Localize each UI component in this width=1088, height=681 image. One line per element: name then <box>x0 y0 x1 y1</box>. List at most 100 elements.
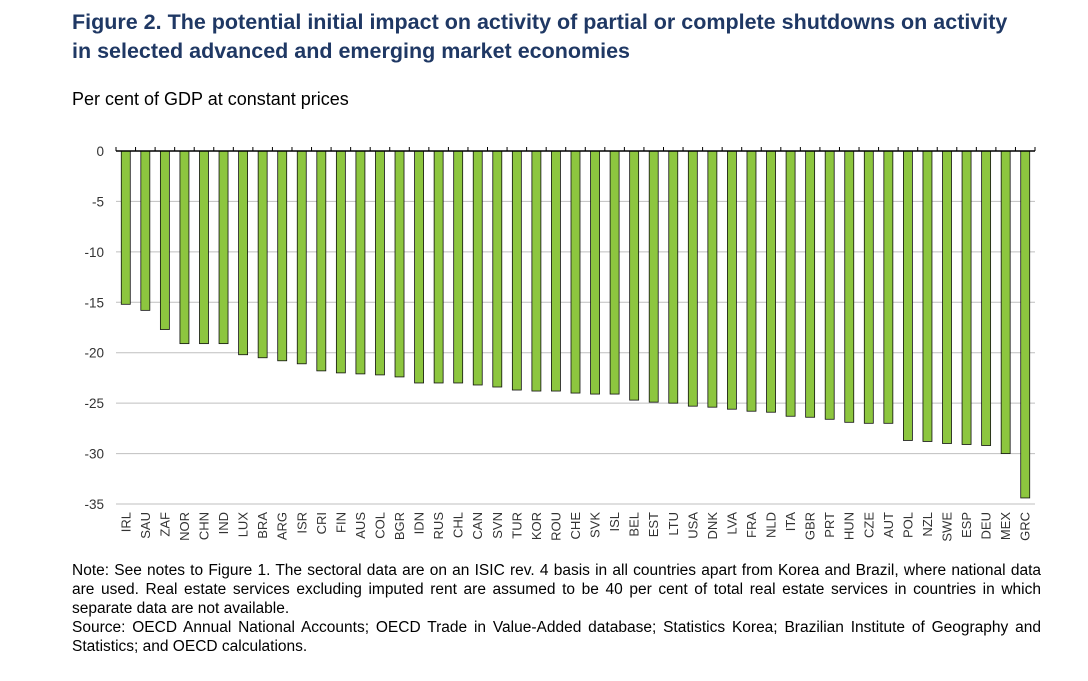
bar <box>355 150 366 375</box>
figure-title-line-2: in selected advanced and emerging market… <box>72 39 631 63</box>
bar <box>590 150 600 395</box>
bar <box>394 150 405 378</box>
bar-chart: 0 -5 -10 -15 -20 -25 -30 -35 IRL SAU ZAF NOR CHN IND… <box>84 144 1036 542</box>
x-tick-label: CHE <box>568 512 583 540</box>
x-tick-label: SVK <box>588 512 603 538</box>
y-tick-label: -5 <box>92 194 104 209</box>
bar <box>1020 150 1031 499</box>
bar <box>1000 150 1011 454</box>
bar <box>140 150 151 311</box>
x-tick-label: BRA <box>255 512 270 539</box>
x-tick-label: FRA <box>744 512 759 538</box>
bar <box>687 150 698 407</box>
x-tick-label: ISL <box>607 512 622 532</box>
bar <box>863 150 874 424</box>
x-tick-label: TUR <box>509 512 524 539</box>
x-tick-label: ISR <box>294 512 309 534</box>
notes: Note: See notes to Figure 1. The sectora… <box>72 561 1041 656</box>
x-tick-label: SAU <box>138 512 153 539</box>
x-tick-label: BGR <box>392 512 407 540</box>
bar <box>414 150 424 384</box>
source-text: Source: OECD Annual National Accounts; O… <box>72 619 1041 655</box>
bar <box>668 150 679 404</box>
y-tick-label: -30 <box>84 447 104 462</box>
y-tick-label: -35 <box>84 497 104 512</box>
x-tick-label: IRL <box>118 512 133 532</box>
axes <box>115 147 1036 152</box>
bar <box>375 150 385 376</box>
bar <box>961 150 972 445</box>
bar <box>296 150 307 365</box>
x-tick-label: MEX <box>998 512 1013 541</box>
chart-subtitle: Per cent of GDP at constant prices <box>72 89 349 109</box>
x-tick-label: ESP <box>959 512 974 538</box>
x-tick-label: LVA <box>724 512 739 535</box>
bar <box>942 150 952 444</box>
x-tick-label: GBR <box>803 512 818 540</box>
bar <box>903 150 913 441</box>
x-tick-label: LTU <box>666 512 681 536</box>
x-tick-label: PRT <box>822 512 837 538</box>
x-tick-labels: IRL SAU ZAF NOR CHN IND LUX BRA ARG ISR CRI FIN AUS C… <box>118 512 1032 542</box>
y-tick-label: -10 <box>84 245 104 260</box>
x-tick-label: DEU <box>979 512 994 539</box>
x-tick-label: EST <box>646 512 661 537</box>
bar <box>785 150 796 417</box>
x-tick-label: NZL <box>920 512 935 537</box>
x-tick-label: SVN <box>490 512 505 539</box>
bar <box>277 150 288 362</box>
x-tick-label: CHL <box>451 512 466 538</box>
bar <box>159 150 170 330</box>
x-tick-label: AUS <box>353 512 368 539</box>
bar <box>511 150 522 391</box>
figure-title-line-1: Figure 2. The potential initial impact o… <box>72 10 1008 34</box>
x-tick-label: ZAF <box>157 512 172 537</box>
bar <box>922 150 933 442</box>
x-tick-label: ROU <box>548 512 563 541</box>
bar <box>218 150 229 345</box>
x-tick-label: NOR <box>177 512 192 541</box>
bar <box>609 150 620 395</box>
bar <box>179 150 190 345</box>
x-tick-label: ITA <box>783 512 798 532</box>
bar <box>981 150 992 446</box>
x-tick-label: LUX <box>236 512 251 538</box>
x-tick-label: CRI <box>314 512 329 534</box>
x-tick-label: DNK <box>705 512 720 540</box>
bar <box>570 150 581 394</box>
y-tick-label: -20 <box>84 346 104 361</box>
x-tick-label: AUT <box>881 512 896 538</box>
x-tick-label: COL <box>372 512 387 539</box>
bar <box>727 150 737 410</box>
figure-title: Figure 2. The potential initial impact o… <box>72 8 1032 66</box>
x-tick-label: CZE <box>861 512 876 538</box>
y-tick-labels: 0 -5 -10 -15 -20 -25 -30 -35 <box>84 144 104 512</box>
x-tick-label: RUS <box>431 512 446 540</box>
bar <box>883 150 894 424</box>
y-tick-label: -15 <box>84 295 104 310</box>
x-tick-label: BEL <box>627 512 642 537</box>
x-tick-label: KOR <box>529 512 544 540</box>
x-tick-label: ARG <box>275 512 290 540</box>
note-text: Note: See notes to Figure 1. The sectora… <box>72 562 1041 617</box>
bar <box>531 150 542 392</box>
x-tick-label: IND <box>216 512 231 534</box>
y-tick-label: 0 <box>96 144 104 159</box>
bar <box>629 150 640 401</box>
bar <box>472 150 483 386</box>
bar <box>707 150 718 408</box>
bars <box>120 150 1031 499</box>
bar <box>824 150 835 420</box>
x-tick-label: POL <box>900 512 915 538</box>
y-tick-label: -25 <box>84 396 104 411</box>
bar <box>746 150 757 412</box>
bar <box>433 150 444 384</box>
bar <box>335 150 346 374</box>
bar <box>453 150 464 384</box>
x-tick-label: USA <box>685 512 700 539</box>
bar <box>316 150 327 372</box>
x-tick-label: GRC <box>1018 512 1033 541</box>
bar <box>492 150 503 388</box>
x-tick-label: CHN <box>196 512 211 540</box>
bar <box>844 150 855 423</box>
